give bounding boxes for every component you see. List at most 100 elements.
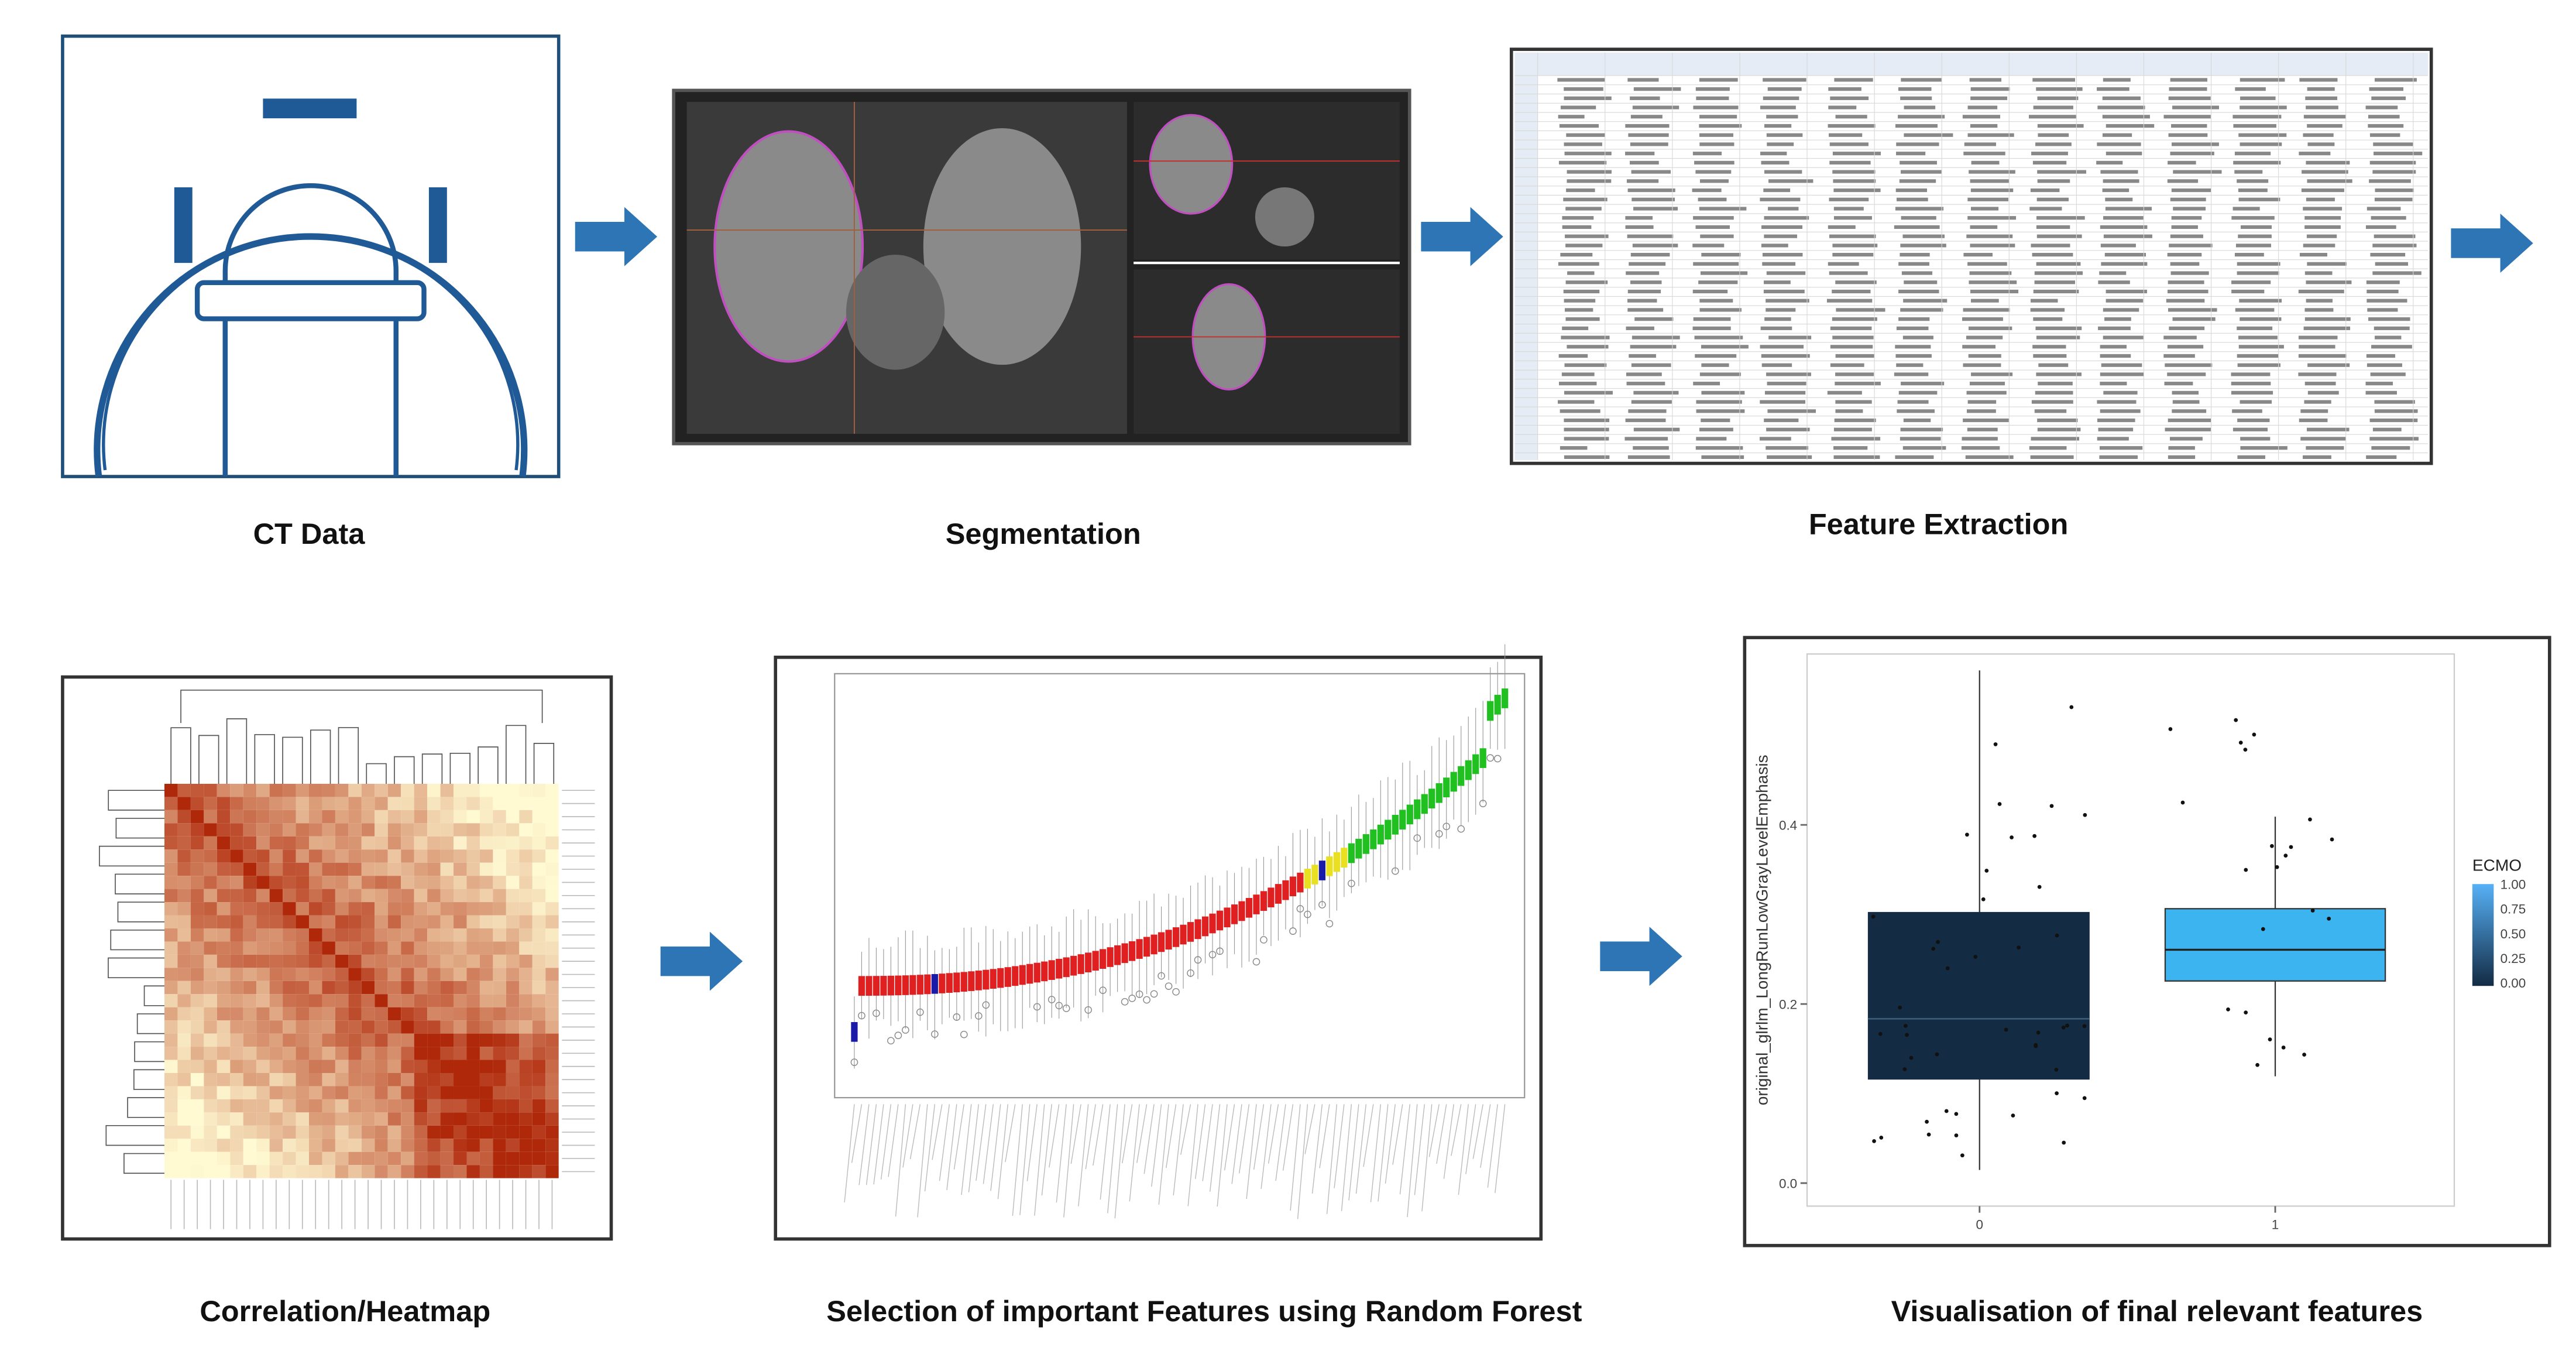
box	[1063, 957, 1070, 978]
heatmap-cell	[466, 994, 480, 1007]
heatmap-cell	[204, 1151, 217, 1166]
jitter-point	[2261, 927, 2265, 931]
heatmap-cell	[190, 1165, 204, 1178]
jitter-point	[2037, 885, 2042, 889]
label-stub	[1290, 1104, 1301, 1211]
heatmap-cell	[361, 1047, 375, 1060]
sheet-cell-text	[1895, 207, 1944, 211]
heatmap-cell	[256, 797, 270, 810]
heatmap-cell	[243, 1007, 257, 1021]
heatmap-cell	[256, 1125, 270, 1139]
sheet-cell-text	[1961, 446, 2000, 450]
sheet-cell-text	[2034, 409, 2067, 413]
sheet-cell-text	[1764, 234, 1798, 238]
sheet-cell-text	[2367, 299, 2407, 303]
heatmap-cell	[519, 1112, 533, 1126]
sheet-cell-text	[2374, 326, 2410, 330]
heatmap-cell	[440, 1139, 454, 1152]
heatmap-cell	[296, 1072, 310, 1086]
heatmap-cell	[519, 954, 533, 968]
heatmap-cell	[177, 1125, 191, 1139]
sheet-cell-text	[2240, 225, 2272, 229]
sheet-cell-text	[1698, 280, 1738, 284]
sheet-cell-text	[1699, 115, 1737, 119]
outlier	[1304, 910, 1311, 918]
jitter-point	[2255, 1062, 2259, 1067]
sheet-cell-text	[1699, 179, 1729, 183]
dendrogram	[117, 901, 164, 923]
box	[1289, 876, 1297, 897]
heatmap-cell	[414, 797, 428, 810]
sheet-cell-text	[2231, 216, 2275, 220]
sheet-cell-text	[1565, 207, 1602, 211]
heatmap-cell	[230, 1072, 243, 1086]
sheet-cell-text	[1764, 418, 1799, 423]
heatmap-cell	[375, 1020, 388, 1034]
sheet-cell-text	[2103, 78, 2131, 82]
box	[990, 969, 997, 989]
jitter-point	[1926, 1132, 1931, 1137]
sheet-cell-text	[2167, 345, 2204, 349]
box	[953, 972, 960, 993]
heatmap-cell	[177, 941, 191, 955]
heatmap-cell	[532, 783, 546, 797]
heatmap-cell	[466, 981, 480, 995]
box	[1143, 937, 1150, 957]
heatmap-cell	[427, 915, 441, 928]
heatmap-cell	[164, 849, 178, 863]
heatmap-cell	[519, 889, 533, 903]
sheet-cell-text	[2036, 197, 2069, 201]
sheet-cell-text	[2370, 253, 2406, 257]
heatmap-cell	[375, 810, 388, 824]
heatmap-cell	[283, 1033, 296, 1047]
sheet-cell-text	[1564, 390, 1613, 395]
heatmap-cell	[322, 1086, 335, 1099]
heatmap-cell	[309, 876, 322, 889]
jitter-point	[2017, 945, 2021, 950]
jitter-point	[2034, 1043, 2038, 1047]
sheet-cell-text	[2307, 363, 2350, 367]
sheet-cell-text	[1632, 244, 1678, 248]
outlier	[1150, 990, 1158, 998]
heatmap-cell	[506, 1151, 520, 1166]
sheet-cell-text	[2366, 455, 2397, 460]
legend-tick: 0.25	[2501, 951, 2526, 966]
y-axis-label: original_glrlm_LongRunLowGrayLevelEmphas…	[1753, 755, 1771, 1105]
heatmap-cell	[454, 1112, 467, 1126]
heatmap-cell	[269, 1020, 283, 1034]
outlier	[1216, 947, 1224, 955]
heatmap-cell	[479, 968, 493, 981]
heatmap-cell	[217, 1047, 231, 1060]
heatmap-cell	[545, 1020, 559, 1034]
heatmap-cell	[440, 968, 454, 981]
heatmap-cell	[296, 862, 310, 876]
sheet-cell-text	[1564, 299, 1596, 303]
sheet-cell-text	[1701, 390, 1745, 395]
sheet-cell-text	[1830, 96, 1869, 100]
heatmap-cell	[427, 889, 441, 903]
box	[1282, 880, 1289, 900]
heatmap-cell	[506, 1165, 520, 1178]
heatmap-cell	[204, 1047, 217, 1060]
sheet-cell-text	[1760, 400, 1805, 404]
label-stub	[1026, 1104, 1038, 1181]
outlier	[1187, 969, 1194, 977]
heatmap-cell	[532, 1086, 546, 1099]
sheet-cell-text	[2100, 382, 2127, 386]
label-stub	[1056, 1104, 1067, 1203]
heatmap-cell	[427, 941, 441, 955]
sheet-cell-text	[2163, 335, 2197, 340]
heatmap-cell	[387, 823, 401, 837]
sheet-cell-text	[2304, 216, 2341, 220]
heatmap-cell	[256, 1047, 270, 1060]
box	[1085, 952, 1092, 973]
heatmap-cell	[427, 1020, 441, 1034]
sheet-cell-text	[2168, 308, 2217, 312]
jitter-point	[2011, 1113, 2015, 1118]
heatmap-cell	[309, 836, 322, 850]
heatmap-cell	[532, 797, 546, 810]
heatmap-cell	[348, 1020, 362, 1034]
sheet-cell-text	[2036, 234, 2082, 238]
heatmap-cell	[309, 1020, 322, 1034]
